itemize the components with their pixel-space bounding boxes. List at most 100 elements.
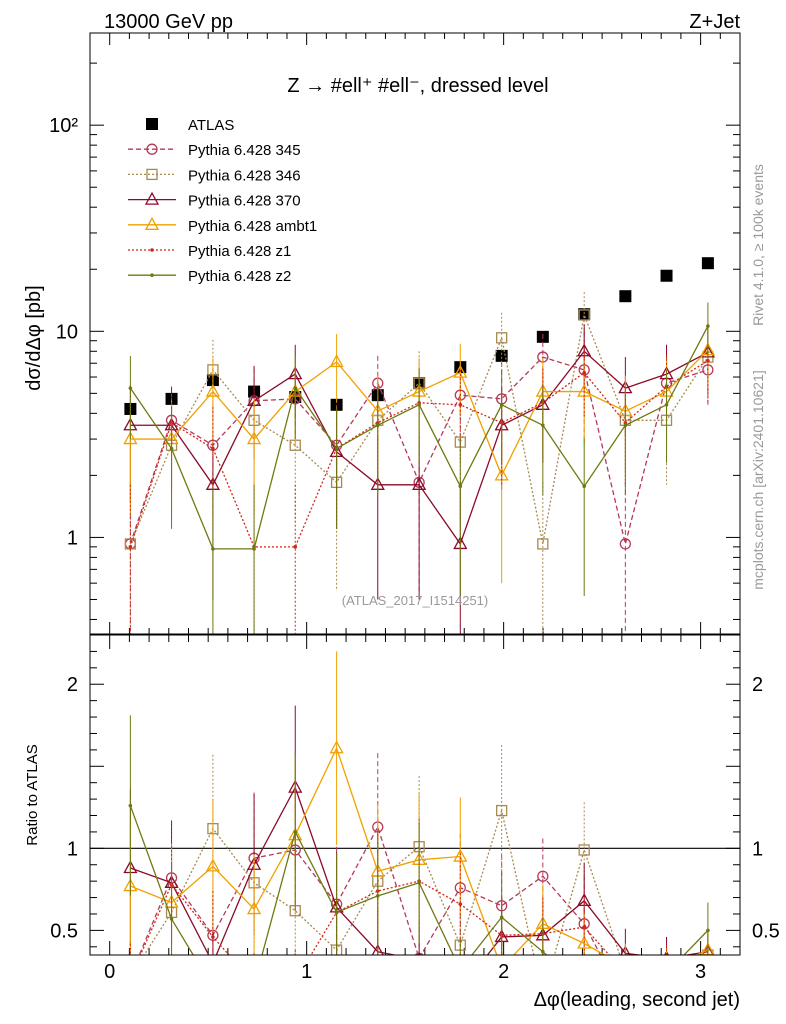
legend-marker	[144, 191, 160, 205]
main-y-tick-label: 10²	[49, 115, 78, 137]
series-6-main-point	[293, 386, 298, 390]
series-3-ratio-point	[454, 983, 466, 994]
series-5-ratio-point	[458, 902, 463, 906]
series-2-main-point	[578, 309, 590, 321]
series-6-ratio-point	[417, 880, 421, 885]
ratio-y-tick-label-right: 2	[752, 674, 763, 696]
x-tick-label: 3	[695, 961, 706, 983]
legend-entry: Pythia 6.428 346	[128, 167, 301, 184]
series-6-ratio-point	[252, 983, 256, 987]
main-panel: Z → #ell⁺ #ell⁻, dressed level (ATLAS_20…	[23, 32, 741, 635]
legend-marker	[150, 248, 154, 252]
series-3-main-point	[412, 476, 427, 490]
series-5-ratio-point	[293, 979, 297, 983]
ratio-frame	[89, 634, 741, 956]
legend-label: Pythia 6.428 z2	[188, 268, 291, 285]
legend-marker	[146, 118, 158, 130]
legend-entry: ATLAS	[146, 117, 234, 134]
series-2-ratio-point	[578, 844, 590, 856]
series-6-ratio-point	[665, 971, 669, 975]
ratio-y-tick-label-right: 1	[752, 838, 763, 860]
x-axis-label: Δφ(leading, second jet)	[534, 989, 740, 1011]
legend-label: Pythia 6.428 z1	[188, 243, 291, 260]
series-6-ratio-point	[211, 986, 215, 990]
series-6-main-point	[499, 402, 504, 407]
series-0-main-point	[495, 349, 508, 362]
series-4-ratio-point	[661, 962, 673, 973]
rivet-label: Rivet 4.1.0, ≥ 100k events	[750, 164, 766, 326]
legend-entry: Pythia 6.428 345	[128, 142, 301, 159]
legend-entry: Pythia 6.428 ambt1	[128, 216, 317, 235]
legend-label: ATLAS	[188, 117, 234, 134]
ratio-panel: 0.5 0.5 1 1 2 2 0 1 2 3 Ratio to ATLAS Δφ(leadin…	[24, 634, 780, 1011]
series-5-main-point	[458, 402, 463, 407]
series-3-ratio-point	[371, 943, 384, 955]
series-4-ratio-point	[619, 960, 631, 971]
ratio-y-axis-label: Ratio to ATLAS	[24, 744, 41, 845]
series-5-ratio-point	[129, 976, 133, 980]
plot-title: Z → #ell⁺ #ell⁻, dressed level	[287, 75, 548, 97]
main-y-tick-label: 1	[67, 527, 78, 549]
series-5-ratio-point	[624, 971, 628, 975]
series-6-ratio-point	[169, 917, 174, 921]
series-5-ratio-point	[665, 963, 669, 967]
series-4-ratio-point	[246, 901, 262, 915]
series-6-ratio-point	[459, 968, 463, 972]
series-1-ratio-point	[125, 971, 135, 981]
legend-marker	[150, 273, 154, 278]
legend-entry: Pythia 6.428 z1	[128, 243, 291, 260]
series-6-main	[128, 302, 710, 634]
main-y-tick-label: 10	[56, 321, 78, 343]
series-2-ratio-point	[662, 975, 672, 985]
series-5-ratio-point	[252, 981, 256, 985]
mcplots-label: mcplots.cern.ch [arXiv:2401.10621]	[750, 370, 766, 589]
header-right: Z+Jet	[689, 11, 740, 33]
series-5-main-point	[128, 545, 133, 549]
series-6-main-point	[623, 423, 628, 428]
series-5-ratio-point	[211, 935, 215, 939]
series-6-ratio-point	[706, 928, 710, 933]
series-3-ratio-point	[620, 945, 631, 955]
series-6-ratio-point	[128, 803, 133, 808]
ratio-y-tick-label-right: 0.5	[752, 920, 780, 942]
series-5-main-point	[582, 370, 586, 375]
series-4-main-point	[329, 354, 344, 368]
series-4-ratio-point	[329, 740, 344, 754]
legend-marker	[144, 216, 160, 230]
legend-label: Pythia 6.428 346	[188, 167, 301, 184]
series-5-main-point	[293, 545, 298, 549]
series-6-main-point	[128, 386, 133, 390]
ratio-axis-ticks	[90, 634, 741, 955]
series-6-main-point	[211, 547, 215, 551]
series-3-ratio-line	[130, 785, 708, 955]
legend-label: Pythia 6.428 345	[188, 142, 301, 159]
series-6-main-point	[706, 324, 710, 328]
ratio-y-tick-label-left: 0.5	[50, 920, 78, 942]
series-4-ratio-point	[205, 858, 221, 872]
x-tick-label: 1	[301, 961, 312, 983]
series-6-main-point	[375, 423, 380, 428]
series-5-ratio-point	[582, 925, 586, 929]
ratio-y-tick-label-left: 1	[67, 838, 78, 860]
series-6-main-point	[334, 446, 339, 451]
series-2-ratio-line	[143, 808, 708, 955]
series-2-ratio-point	[496, 804, 508, 817]
series-6-ratio-point	[293, 830, 298, 834]
series-0-main-point	[660, 269, 673, 282]
series-6-main-point	[541, 423, 545, 428]
series-6-ratio-point	[375, 894, 380, 898]
series-1-ratio-point	[537, 870, 549, 882]
main-y-axis-label: dσ/dΔφ [pb]	[23, 285, 45, 390]
main-frame	[89, 32, 741, 635]
series-6-ratio-point	[499, 915, 504, 920]
series-4-main-point	[123, 431, 138, 445]
series-5-main-point	[706, 358, 710, 363]
main-y-tick-labels: 1 10 10²	[49, 115, 78, 549]
series-6-ratio-point	[334, 910, 339, 915]
series-4-main-point	[205, 383, 221, 397]
series-6-ratio-point	[624, 971, 628, 975]
series-6-main-point	[458, 484, 463, 489]
legend: ATLAS Pythia 6.428 345 Pythia 6.428 346 Pyt…	[128, 117, 317, 285]
legend-marker	[146, 168, 158, 181]
